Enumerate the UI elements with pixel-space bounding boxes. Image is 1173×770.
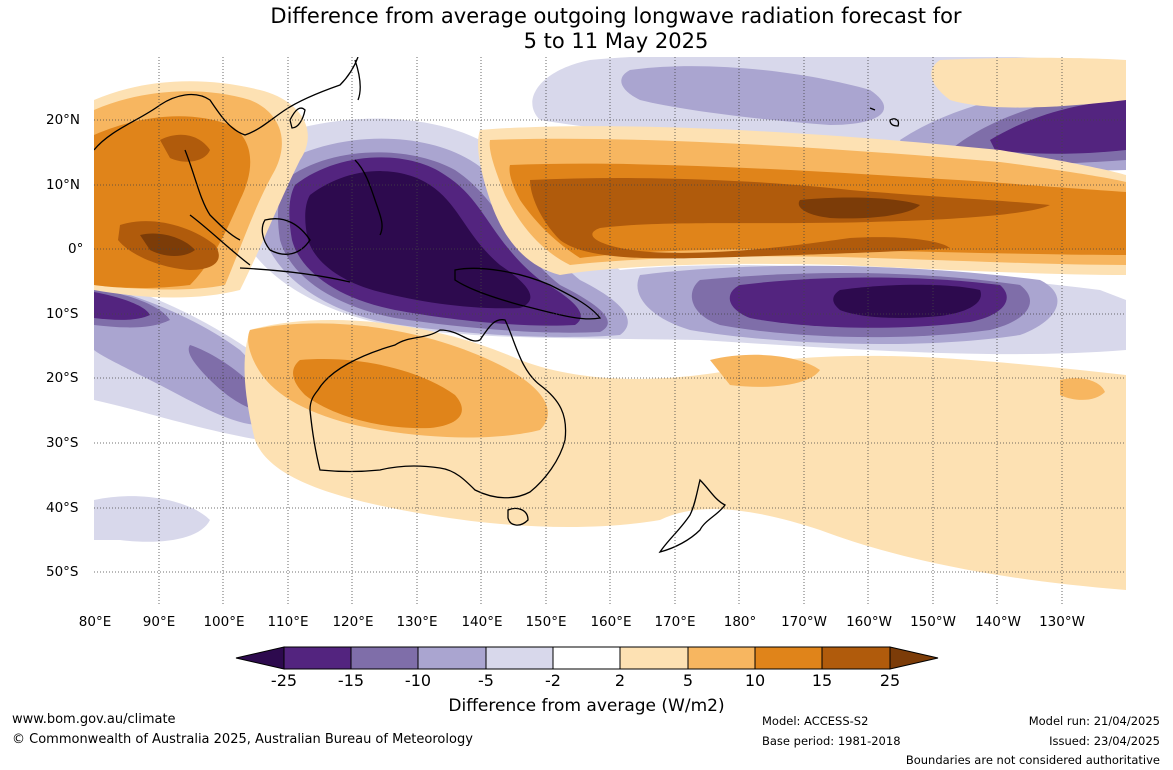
philippines-coastline: [354, 159, 383, 236]
y-tick-10n: 10°N: [46, 177, 81, 193]
map-title: Difference from average outgoing longwav…: [0, 4, 1173, 54]
region-pos-mid-subtropical: [710, 354, 1105, 400]
tasmania-coastline: [507, 507, 529, 526]
colorbar-tick-label: -15: [337, 671, 365, 690]
sumatra-borneo-coastline: [189, 214, 351, 283]
colorbar-swatch-4: [485, 646, 554, 670]
colorbar-swatch-3: [417, 646, 487, 670]
gridlines: [94, 57, 1126, 605]
new-guinea-coastline: [454, 267, 602, 320]
footer-copyright: © Commonwealth of Australia 2025, Austra…: [12, 732, 473, 747]
region-pos-light-north-central: [931, 57, 1126, 108]
x-tick-90e: 90°E: [142, 614, 176, 630]
asia-coastline: [94, 57, 359, 241]
footer-base-period: Base period: 1981-2018: [762, 734, 901, 748]
colorbar-tick-label: -5: [478, 671, 494, 690]
colorbar-tick-label: -10: [404, 671, 432, 690]
footer-model: Model: ACCESS-S2: [762, 714, 869, 728]
footer-model-run: Model run: 21/04/2025: [1028, 714, 1160, 728]
colorbar-swatch-7: [687, 646, 756, 670]
x-tick-170e: 170°E: [654, 614, 696, 630]
colorbar-tick-label: 15: [811, 671, 833, 690]
x-tick-180: 180°: [723, 614, 757, 630]
x-tick-140w: 140°W: [975, 614, 1021, 630]
region-pos-deep-equatorial: [530, 178, 1050, 259]
footer-url[interactable]: www.bom.gov.au/climate: [12, 712, 176, 727]
anomaly-field: [94, 57, 1126, 605]
coastlines: [94, 57, 900, 554]
x-tick-110e: 110°E: [267, 614, 309, 630]
olr-anomaly-map: [94, 57, 1126, 605]
y-tick-30s: 30°S: [46, 435, 79, 451]
colorbar-tick-label: 2: [614, 671, 626, 690]
colorbar-tick-label: -2: [545, 671, 561, 690]
x-tick-100e: 100°E: [203, 614, 245, 630]
colorbar-swatch-6: [619, 646, 689, 670]
colorbar-swatch-5: [552, 646, 621, 670]
colorbar-tick-label: -25: [270, 671, 298, 690]
x-tick-170w: 170°W: [781, 614, 827, 630]
x-tick-140e: 140°E: [461, 614, 503, 630]
colorbar-swatch-8: [754, 646, 823, 670]
region-pos-dark-australia: [293, 359, 462, 429]
colorbar-title: Difference from average (W/m2): [448, 696, 725, 716]
x-tick-150e: 150°E: [525, 614, 567, 630]
x-tick-160e: 160°E: [590, 614, 632, 630]
region-neg-mid-north-pacific: [621, 66, 885, 125]
colorbar-tick-label: 10: [744, 671, 766, 690]
region-neg-darkest-maritime: [305, 171, 531, 309]
colorbar-swatch-2: [350, 646, 419, 670]
y-tick-10s: 10°S: [46, 306, 79, 322]
footer-disclaimer: Boundaries are not considered authoritat…: [905, 753, 1160, 767]
colorbar-tick-label: 5: [682, 671, 694, 690]
x-tick-160w: 160°W: [846, 614, 892, 630]
y-tick-50s: 50°S: [46, 564, 79, 580]
colorbar-extend-high: [889, 646, 939, 670]
new-zealand-coastline: [658, 478, 726, 554]
region-neg-darkest-south-pacific: [833, 284, 981, 318]
australia-coastline: [309, 319, 567, 499]
taiwan-japan-coastline: [289, 59, 361, 129]
title-line-1: Difference from average outgoing longwav…: [270, 4, 962, 28]
x-tick-130w: 130°W: [1039, 614, 1085, 630]
y-tick-20s: 20°S: [46, 370, 79, 386]
region-pos-darkest-equatorial: [140, 197, 920, 256]
colorbar-tick-label: 25: [879, 671, 901, 690]
x-tick-130e: 130°E: [396, 614, 438, 630]
x-tick-150w: 150°W: [910, 614, 956, 630]
region-neg-dark-indian: [94, 288, 270, 411]
region-neg-deep-ne-pacific: [990, 100, 1126, 154]
footer-issued: Issued: 23/04/2025: [1049, 734, 1160, 748]
y-tick-0: 0°: [68, 241, 84, 257]
x-tick-80e: 80°E: [78, 614, 112, 630]
y-tick-40s: 40°S: [46, 500, 79, 516]
colorbar-extend-low: [235, 646, 285, 670]
x-tick-120e: 120°E: [332, 614, 374, 630]
colorbar-swatch-1: [283, 646, 352, 670]
y-tick-20n: 20°N: [46, 112, 81, 128]
hawaii-islands: [869, 107, 900, 127]
region-neg-deep-indian: [94, 292, 150, 320]
title-line-2: 5 to 11 May 2025: [523, 29, 709, 53]
colorbar-swatch-9: [821, 646, 891, 670]
region-neg-light-southern-ocean: [94, 496, 210, 542]
